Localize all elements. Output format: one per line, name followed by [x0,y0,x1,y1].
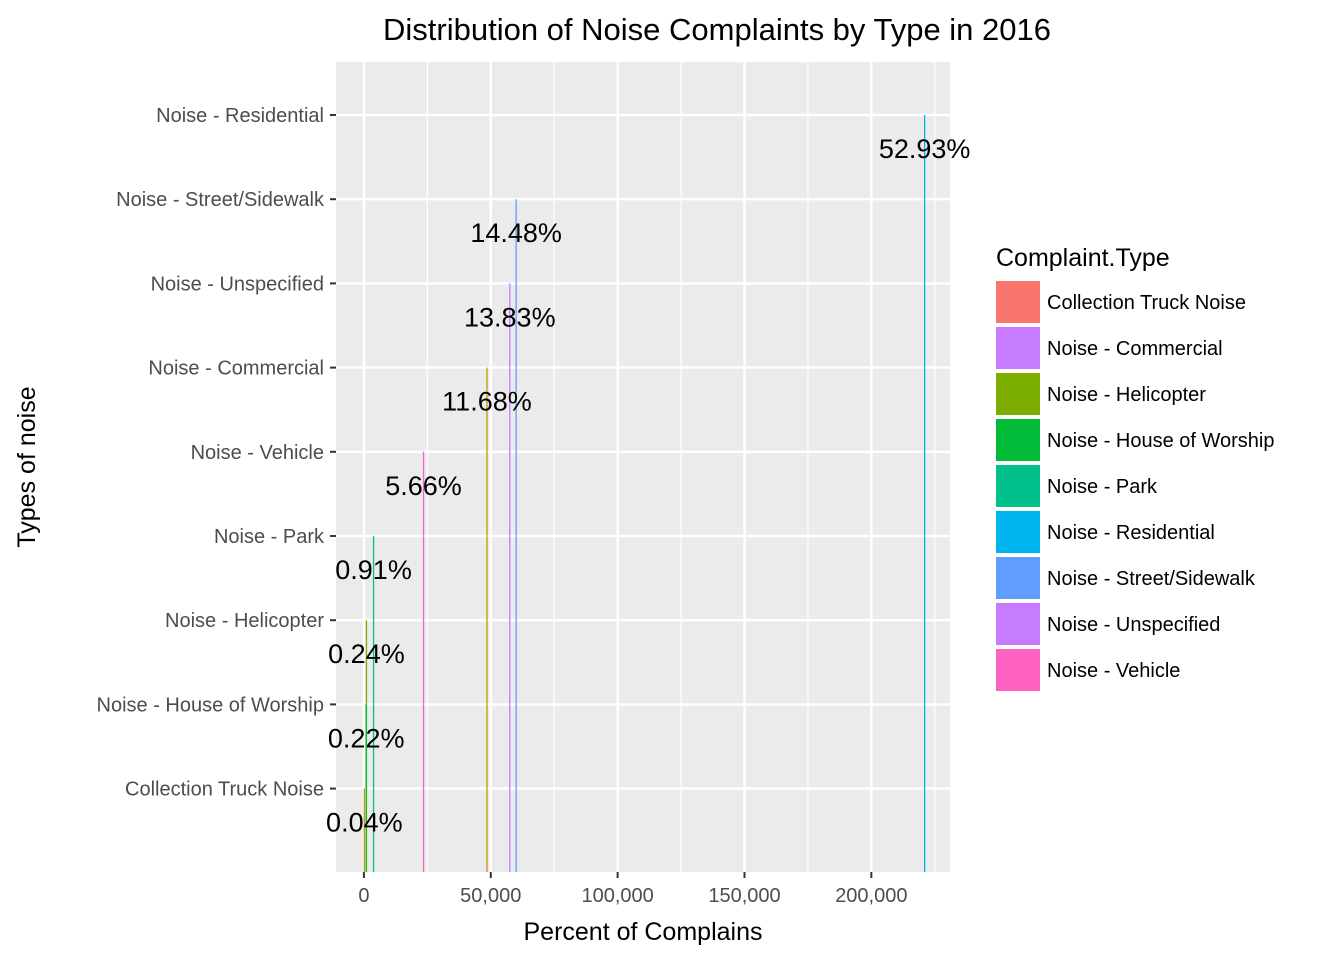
data-label: 11.68% [442,387,532,417]
legend: Complaint.Type Collection Truck Noise Noi… [996,244,1275,691]
data-label: 0.04% [326,808,403,838]
y-tick-label: Noise - Street/Sidewalk [116,189,325,211]
legend-label: Noise - Vehicle [1047,660,1180,682]
chart-title: Distribution of Noise Complaints by Type… [383,12,1051,47]
x-tick-label: 0 [358,885,369,907]
legend-label: Noise - Commercial [1047,338,1223,360]
x-tick-label: 150,000 [708,885,780,907]
data-label: 14.48% [470,218,562,248]
data-labels: 52.93% 14.48% 13.83% 11.68% 5.66% 0.91% 0.24% 0… [326,134,970,838]
x-tick-label: 100,000 [581,885,653,907]
y-axis: Noise - Residential Noise - Street/Sidewa… [97,105,336,801]
y-tick-label: Noise - Park [214,526,325,548]
legend-label: Noise - Unspecified [1047,614,1220,636]
data-label: 0.24% [328,639,405,669]
legend-swatch [996,419,1040,461]
y-tick-label: Noise - Vehicle [191,442,324,464]
data-label: 13.83% [464,302,556,332]
y-axis-title: Types of noise [13,386,41,547]
x-tick-label: 200,000 [835,885,907,907]
y-tick-label: Noise - Residential [156,105,324,127]
legend-swatch [996,281,1040,323]
data-label: 0.22% [328,723,405,753]
data-label: 5.66% [385,471,462,501]
x-axis: 0 50,000 100,000 150,000 200,000 [358,872,907,907]
legend-label: Collection Truck Noise [1047,292,1246,314]
plot-panel [336,62,950,872]
legend-swatch [996,373,1040,415]
y-tick-label: Noise - Commercial [148,358,324,380]
data-label: 0.91% [335,555,412,585]
legend-title: Complaint.Type [996,244,1170,272]
legend-swatch [996,511,1040,553]
legend-swatch [996,649,1040,691]
legend-label: Noise - House of Worship [1047,430,1275,452]
y-tick-label: Collection Truck Noise [125,779,324,801]
legend-label: Noise - Helicopter [1047,384,1206,406]
legend-label: Noise - Street/Sidewalk [1047,568,1256,590]
legend-swatch [996,465,1040,507]
grid-major-lines [336,62,950,872]
legend-label: Noise - Park [1047,476,1158,498]
y-tick-label: Noise - House of Worship [97,694,325,716]
legend-swatch [996,557,1040,599]
y-tick-label: Noise - Unspecified [151,273,324,295]
y-tick-label: Noise - Helicopter [165,610,324,632]
data-label: 52.93% [879,134,971,164]
x-tick-label: 50,000 [460,885,521,907]
grid-minor-lines [426,62,936,872]
legend-label: Noise - Residential [1047,522,1215,544]
legend-swatch [996,603,1040,645]
x-axis-title: Percent of Complains [523,918,762,946]
legend-swatch [996,327,1040,369]
bars [363,115,926,872]
